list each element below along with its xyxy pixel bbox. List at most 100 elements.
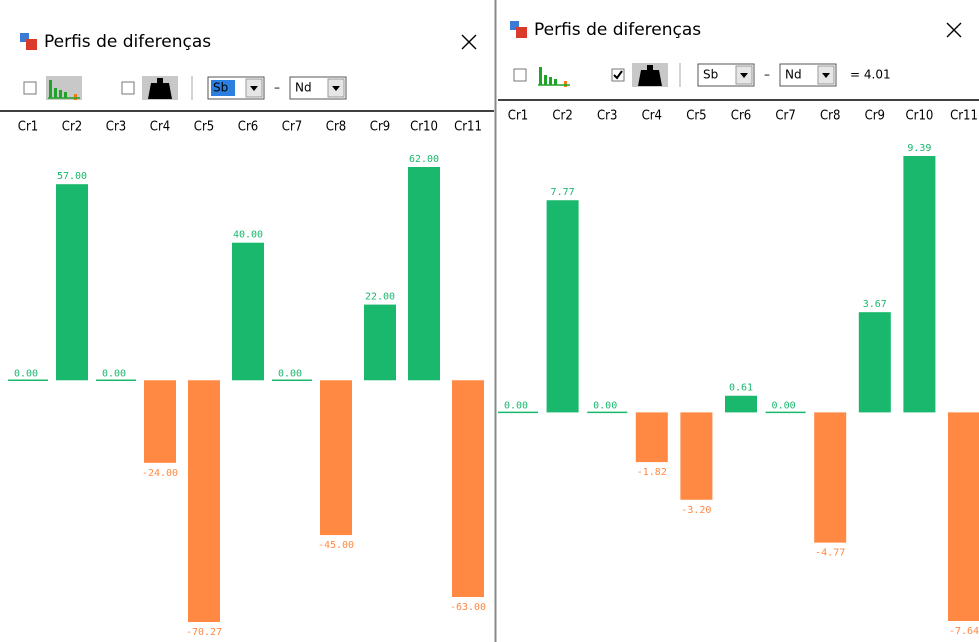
bar — [408, 167, 440, 381]
value-label: 62.00 — [409, 154, 439, 165]
chart-icon — [536, 63, 572, 87]
category-label: Cr10 — [410, 120, 438, 135]
weight-icon — [632, 63, 668, 87]
close-button[interactable] — [946, 22, 962, 38]
dropdown-value: Nd — [295, 81, 312, 95]
bar — [948, 412, 979, 621]
checkmark — [613, 70, 623, 80]
bar — [144, 380, 176, 463]
icon-part — [26, 39, 37, 50]
dropdown-arrow — [332, 86, 340, 91]
checkbox[interactable] — [121, 81, 135, 95]
bar — [320, 380, 352, 536]
category-label: Cr4 — [150, 120, 170, 135]
icon-bar — [64, 92, 67, 98]
category-label: Cr1 — [18, 120, 38, 135]
category-label: Cr5 — [686, 109, 706, 124]
close-button[interactable] — [461, 34, 477, 50]
value-label: -24.00 — [142, 468, 178, 479]
value-label: -45.00 — [318, 540, 354, 551]
dropdown-arrow — [740, 73, 748, 78]
app-icon — [20, 33, 37, 50]
value-label: 3.67 — [863, 299, 887, 310]
category-label: Cr5 — [194, 120, 214, 135]
weight-top — [647, 65, 653, 70]
bar — [725, 395, 757, 413]
icon-bar — [564, 81, 567, 87]
category-label: Cr7 — [282, 120, 302, 135]
weight-body — [148, 83, 172, 99]
icon-bar — [539, 67, 542, 85]
value-label: 0.00 — [772, 400, 796, 411]
bar — [680, 412, 713, 500]
category-label: Cr6 — [238, 120, 258, 135]
category-label: Cr8 — [820, 109, 840, 124]
value-label: 0.00 — [278, 368, 302, 379]
bar — [814, 412, 847, 543]
category-label: Cr6 — [731, 109, 751, 124]
bar — [546, 200, 579, 413]
bar — [232, 242, 264, 381]
separator: – — [764, 68, 770, 82]
value-label: 0.00 — [102, 368, 126, 379]
separator: – — [274, 81, 280, 95]
category-label: Cr11 — [950, 109, 978, 124]
category-label: Cr2 — [552, 109, 572, 124]
value-label: -63.00 — [450, 602, 486, 613]
bar — [364, 304, 396, 381]
window-title: Perfis de diferenças — [44, 32, 211, 52]
category-label: Cr8 — [326, 120, 346, 135]
value-label: 57.00 — [57, 171, 87, 182]
category-label: Cr3 — [106, 120, 126, 135]
icon-bar — [544, 75, 547, 85]
value-label: 0.00 — [14, 368, 38, 379]
category-label: Cr7 — [775, 109, 795, 124]
bar — [188, 380, 220, 622]
value-label: -4.77 — [815, 548, 845, 559]
dropdown-value: Sb — [703, 68, 718, 82]
dropdown-value: Sb — [213, 81, 228, 95]
icon-bar — [549, 77, 552, 85]
value-label: 22.00 — [365, 292, 395, 303]
category-label: Cr9 — [865, 109, 885, 124]
category-label: Cr9 — [370, 120, 390, 135]
value-label: -70.27 — [186, 627, 222, 638]
value-label: 0.00 — [504, 400, 528, 411]
category-label: Cr4 — [642, 109, 662, 124]
icon-bar — [59, 90, 62, 98]
icon-bar — [74, 94, 77, 100]
weight-top — [157, 78, 163, 83]
value-label: -7.64 — [949, 626, 979, 637]
bar — [56, 184, 88, 381]
dropdown-value: Nd — [785, 68, 802, 82]
window: Perfis de diferenças Sb – Nd Cr1 0.00 Cr2 57.00… — [0, 32, 494, 638]
window: Perfis de diferenças Sb – Nd = 4.01 Cr1 0.00 Cr… — [498, 20, 979, 637]
category-label: Cr10 — [905, 109, 933, 124]
value-label: 9.39 — [907, 143, 931, 154]
window-title: Perfis de diferenças — [534, 20, 701, 40]
bar — [452, 380, 484, 597]
weight-body — [638, 70, 662, 86]
category-label: Cr11 — [454, 120, 482, 135]
ratio: = 4.01 — [850, 68, 891, 82]
value-label: -1.82 — [637, 467, 667, 478]
chart-icon — [46, 76, 82, 100]
checkbox[interactable] — [513, 68, 527, 82]
checkbox[interactable] — [23, 81, 37, 95]
icon-bar — [49, 80, 52, 98]
category-label: Cr2 — [62, 120, 82, 135]
value-label: 0.00 — [593, 400, 617, 411]
icon-bar — [54, 88, 57, 98]
dropdown-arrow — [822, 73, 830, 78]
icon-bar — [554, 79, 557, 85]
value-label: 7.77 — [551, 187, 575, 198]
category-label: Cr3 — [597, 109, 617, 124]
dropdown-highlight — [211, 80, 235, 96]
bar — [858, 312, 891, 413]
dropdown-arrow — [250, 86, 258, 91]
icon-part — [20, 33, 29, 42]
bar — [903, 156, 936, 413]
value-label: 40.00 — [233, 230, 263, 241]
icon-part — [516, 27, 527, 38]
